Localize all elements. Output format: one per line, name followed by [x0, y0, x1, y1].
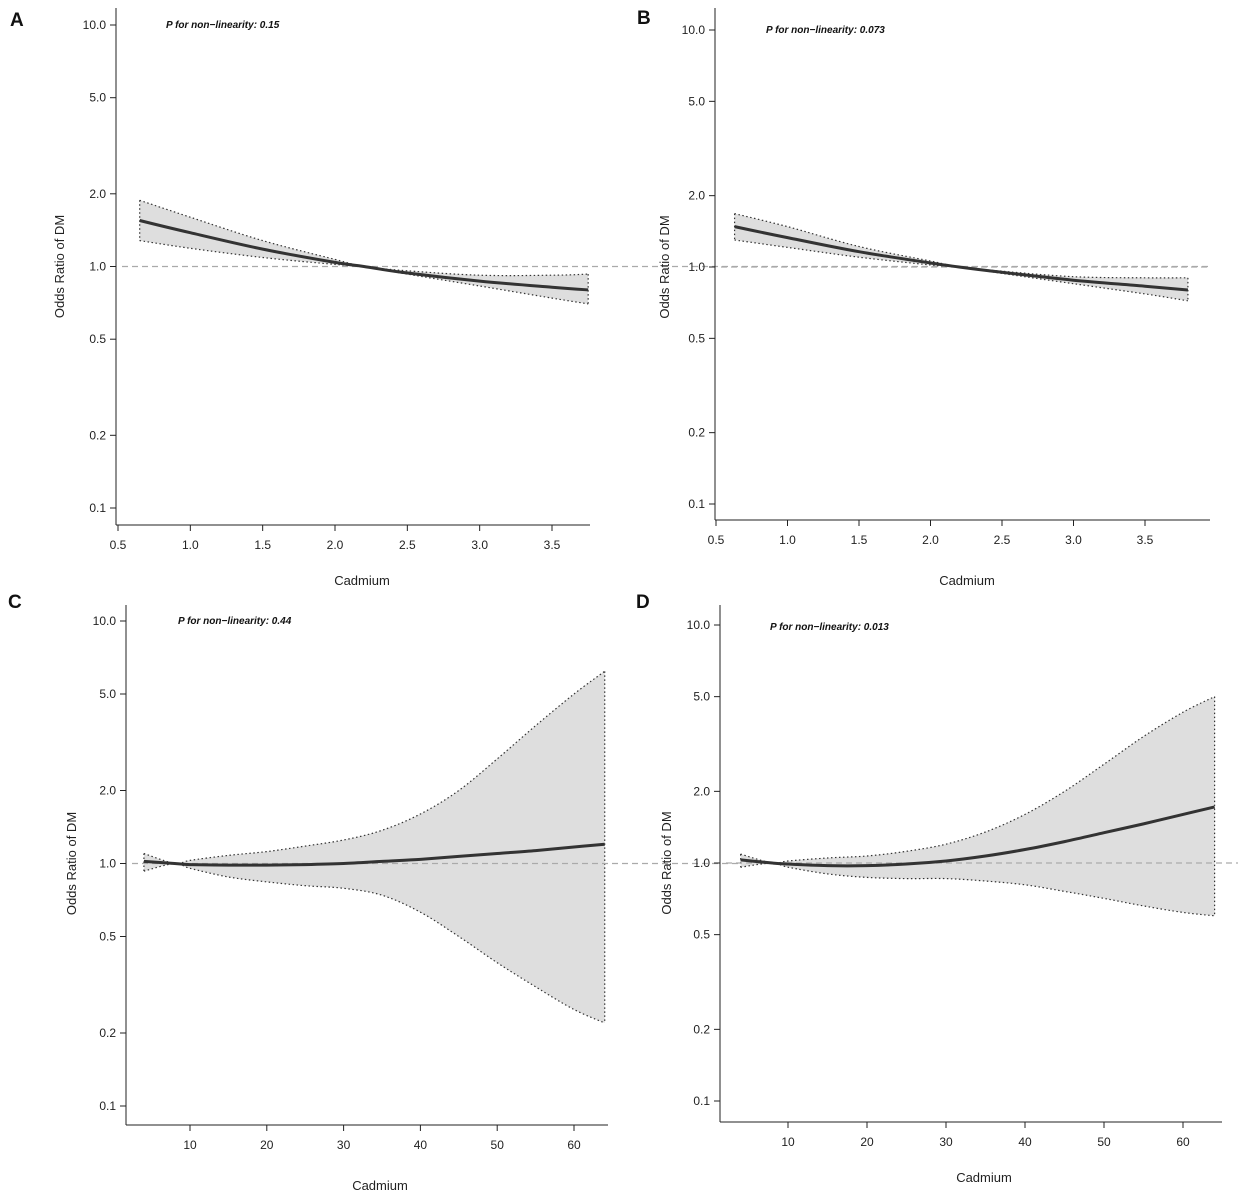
y-axis-title: Odds Ratio of DM [64, 812, 79, 915]
y-tick-label: 5.0 [688, 94, 705, 108]
x-tick-label: 20 [260, 1138, 274, 1152]
panel-letter: C [8, 592, 22, 613]
panel-c: 0.1 0.2 0.5 1.0 2.0 5.0 10.0 10 20 30 40 50 60 Cadmiu… [8, 592, 1210, 1193]
y-tick-label: 0.1 [693, 1094, 710, 1108]
x-tick-label: 60 [567, 1138, 581, 1152]
ci-band [143, 671, 605, 1023]
y-tick-label: 1.0 [688, 260, 705, 274]
y-tick-label: 10.0 [83, 18, 107, 32]
x-tick-label: 2.0 [922, 533, 939, 547]
odds-ratio-curve [139, 219, 589, 292]
y-axis-title: Odds Ratio of DM [657, 215, 672, 318]
y-tick-label: 2.0 [99, 784, 116, 798]
odds-ratio-curve [143, 842, 605, 867]
nonlinearity-annotation: P for non−linearity: 0.013 [770, 622, 889, 633]
panel-letter: B [637, 8, 651, 29]
upper-ci-line [139, 199, 589, 277]
x-tick-label: 50 [491, 1138, 505, 1152]
x-axis-title: Cadmium [334, 573, 390, 588]
y-tick-label: 10.0 [682, 23, 706, 37]
panel-b: 0.1 0.2 0.5 1.0 2.0 5.0 10.0 0.5 1.0 1.5 2.0 2.5 3.0… [637, 8, 1210, 588]
nonlinearity-annotation: P for non−linearity: 0.15 [166, 20, 280, 31]
x-tick-label: 2.0 [327, 538, 344, 552]
x-tick-label: 60 [1176, 1135, 1190, 1149]
ci-band [139, 200, 589, 304]
y-tick-label: 1.0 [693, 856, 710, 870]
y-tick-label: 0.2 [99, 1026, 116, 1040]
x-tick-label: 2.5 [399, 538, 416, 552]
y-tick-label: 2.0 [693, 784, 710, 798]
panel-a: 0.1 0.2 0.5 1.0 2.0 5.0 10.0 0.5 1.0 1.5 2.0 2.5 3.0… [10, 8, 1210, 588]
y-tick-label: 0.1 [89, 501, 106, 515]
x-tick-label: 10 [781, 1135, 795, 1149]
y-axis-title: Odds Ratio of DM [52, 215, 67, 318]
y-tick-label: 0.1 [99, 1099, 116, 1113]
x-tick-label: 2.5 [994, 533, 1011, 547]
nonlinearity-annotation: P for non−linearity: 0.44 [178, 616, 292, 627]
ci-band [734, 213, 1188, 301]
y-axis-title: Odds Ratio of DM [659, 811, 674, 914]
panel-letter: A [10, 10, 24, 31]
x-tick-label: 1.5 [254, 538, 271, 552]
y-tick-label: 0.2 [693, 1022, 710, 1036]
y-tick-label: 5.0 [89, 91, 106, 105]
x-tick-label: 0.5 [708, 533, 725, 547]
x-tick-label: 50 [1097, 1135, 1111, 1149]
x-tick-label: 1.5 [851, 533, 868, 547]
panel-letter: D [636, 592, 650, 613]
y-tick-label: 2.0 [688, 189, 705, 203]
x-tick-label: 3.0 [471, 538, 488, 552]
x-tick-label: 3.0 [1065, 533, 1082, 547]
y-tick-label: 2.0 [89, 187, 106, 201]
y-tick-label: 0.5 [688, 331, 705, 345]
x-tick-label: 40 [1018, 1135, 1032, 1149]
x-axis-title: Cadmium [352, 1178, 408, 1193]
y-tick-label: 1.0 [89, 260, 106, 274]
y-tick-label: 0.2 [89, 428, 106, 442]
y-tick-label: 0.1 [688, 497, 705, 511]
panel-d: 0.1 0.2 0.5 1.0 2.0 5.0 10.0 10 20 30 40 50 60 Cadmiu… [636, 592, 1238, 1185]
x-tick-label: 40 [414, 1138, 428, 1152]
y-tick-label: 10.0 [93, 614, 117, 628]
upper-ci-line [740, 696, 1215, 864]
y-tick-label: 0.5 [693, 928, 710, 942]
odds-ratio-curve [740, 805, 1215, 868]
x-tick-label: 20 [860, 1135, 874, 1149]
lower-ci-line [734, 239, 1188, 302]
nonlinearity-annotation: P for non−linearity: 0.073 [766, 25, 885, 36]
y-tick-label: 5.0 [99, 687, 116, 701]
x-tick-label: 0.5 [110, 538, 127, 552]
y-tick-label: 0.2 [688, 426, 705, 440]
x-axis-title: Cadmium [939, 573, 995, 588]
y-tick-label: 0.5 [89, 332, 106, 346]
x-tick-label: 3.5 [544, 538, 561, 552]
y-tick-label: 0.5 [99, 929, 116, 943]
y-tick-label: 5.0 [693, 690, 710, 704]
y-tick-label: 10.0 [687, 618, 711, 632]
x-tick-label: 1.0 [182, 538, 199, 552]
x-tick-label: 3.5 [1137, 533, 1154, 547]
x-tick-label: 10 [183, 1138, 197, 1152]
odds-ratio-curve [734, 225, 1189, 292]
y-tick-label: 1.0 [99, 857, 116, 871]
x-tick-label: 30 [939, 1135, 953, 1149]
x-axis-title: Cadmium [956, 1170, 1012, 1185]
x-tick-label: 1.0 [779, 533, 796, 547]
x-tick-label: 30 [337, 1138, 351, 1152]
ci-band [740, 696, 1215, 916]
